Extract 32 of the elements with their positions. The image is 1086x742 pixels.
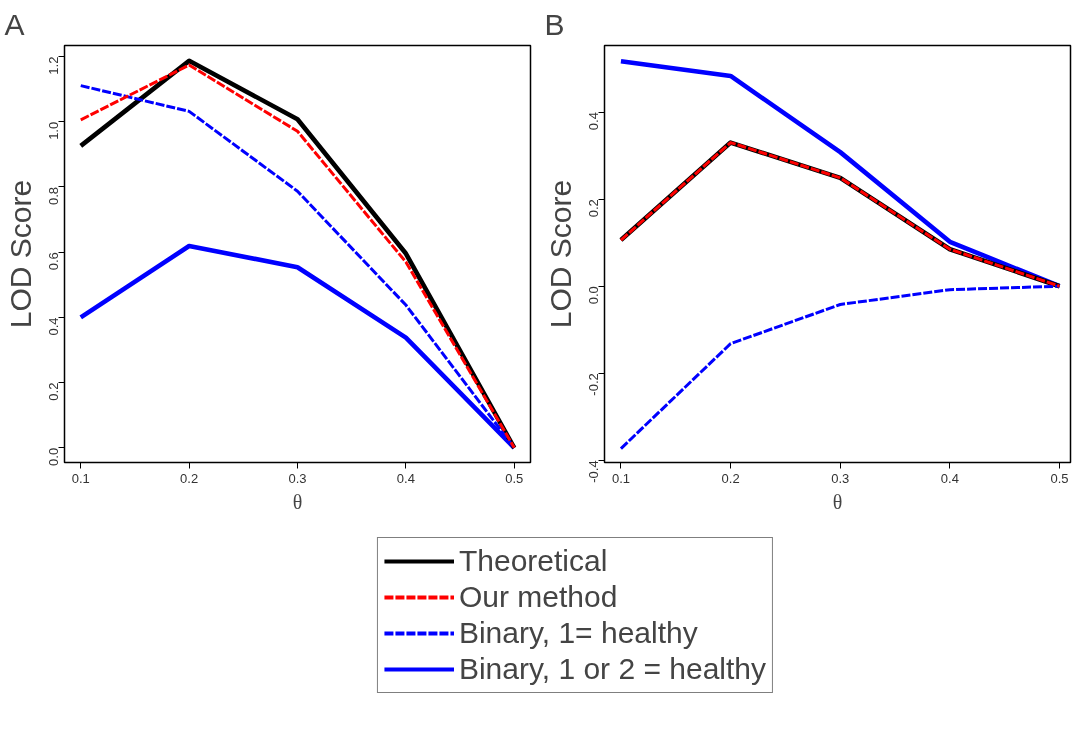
y-tick-label: -0.2 xyxy=(586,373,601,396)
x-tick-label: 0.3 xyxy=(831,470,850,486)
y-tick-label: 0.6 xyxy=(46,252,61,271)
x-tick-label: 0.3 xyxy=(288,470,307,486)
x-tick-label: 0.1 xyxy=(611,470,630,486)
legend-label: Binary, 1 or 2 = healthy xyxy=(458,652,767,686)
y-tick-label: 1.0 xyxy=(46,121,61,140)
x-tick-label: 0.2 xyxy=(721,470,740,486)
chart-title: A xyxy=(4,7,25,41)
x-axis-title: θ xyxy=(832,490,843,513)
y-tick-label: 0.0 xyxy=(46,447,61,466)
y-tick-label: 0.0 xyxy=(586,286,601,305)
x-tick-label: 0.5 xyxy=(1050,470,1069,486)
legend-label: Theoretical xyxy=(458,544,608,578)
legend-label: Our method xyxy=(458,580,618,614)
y-tick-label: 1.2 xyxy=(46,56,61,75)
x-tick-label: 0.4 xyxy=(396,470,415,486)
x-tick-label: 0.1 xyxy=(71,470,90,486)
x-axis-title: θ xyxy=(292,490,303,513)
chart-title: B xyxy=(544,7,565,41)
y-axis-title: LOD Score xyxy=(3,179,37,329)
x-tick-label: 0.5 xyxy=(505,470,524,486)
y-tick-label: 0.2 xyxy=(46,382,61,401)
y-tick-label: 0.2 xyxy=(586,199,601,218)
legend-label: Binary, 1= healthy xyxy=(458,616,698,650)
y-tick-label: -0.4 xyxy=(586,460,601,483)
y-axis-title: LOD Score xyxy=(543,179,577,329)
y-tick-label: 0.4 xyxy=(46,317,61,336)
x-tick-label: 0.4 xyxy=(940,470,959,486)
x-tick-label: 0.2 xyxy=(180,470,199,486)
y-tick-label: 0.4 xyxy=(586,112,601,131)
y-tick-label: 0.8 xyxy=(46,186,61,206)
